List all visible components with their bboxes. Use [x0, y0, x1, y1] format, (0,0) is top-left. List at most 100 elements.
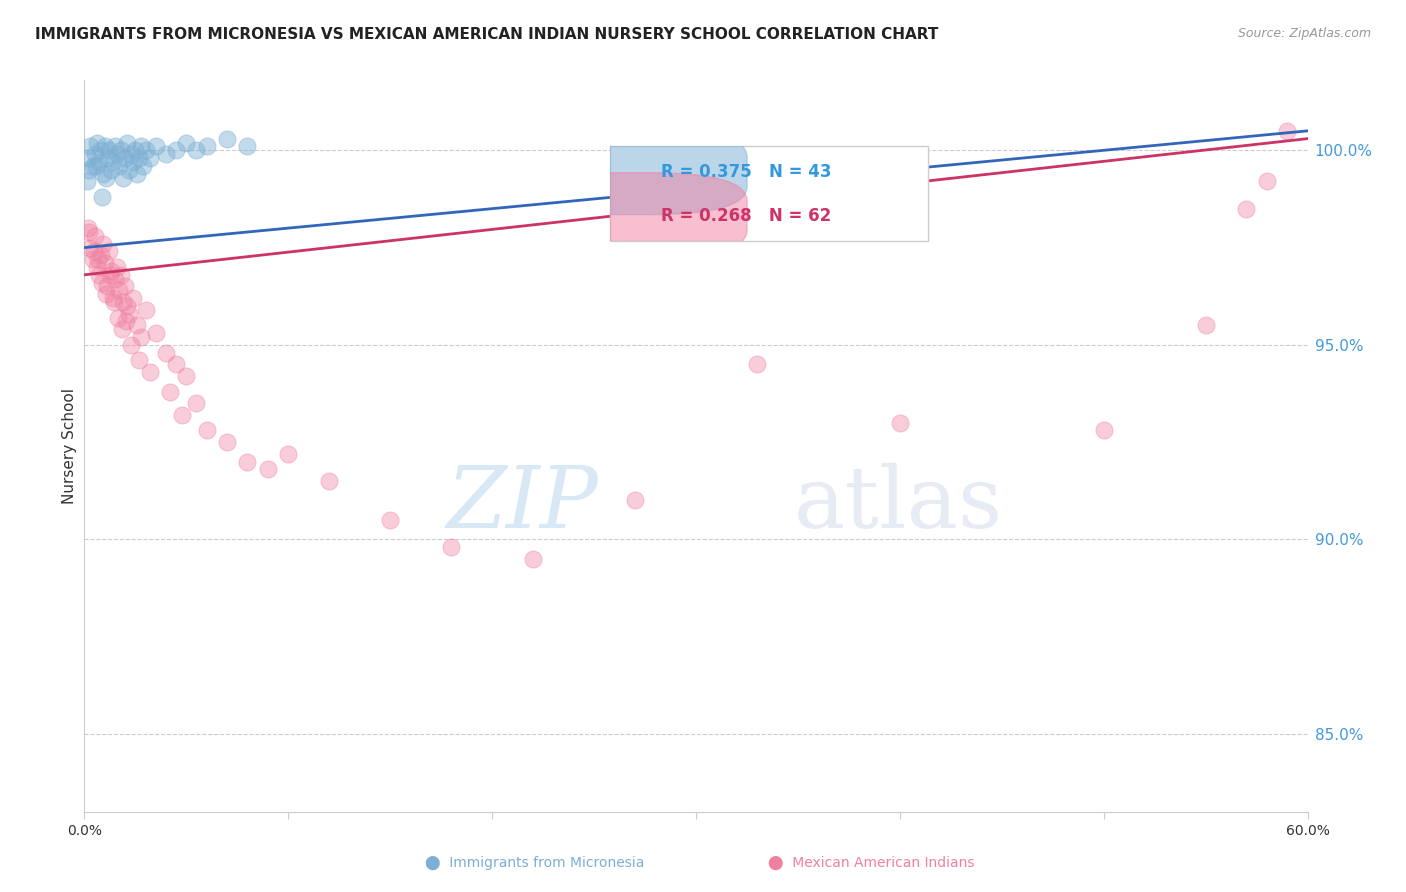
Point — [131, 330, 153, 344]
Point — [77, 151, 100, 165]
Point — [122, 291, 145, 305]
FancyBboxPatch shape — [610, 146, 928, 241]
Point — [104, 271, 127, 285]
Point — [145, 326, 167, 341]
Point — [82, 159, 104, 173]
Point — [101, 291, 124, 305]
Point — [120, 338, 142, 352]
Point — [135, 302, 157, 317]
Point — [138, 151, 160, 165]
Point — [165, 357, 187, 371]
Point — [135, 144, 157, 158]
Point — [111, 322, 134, 336]
Point — [236, 139, 259, 153]
Point — [440, 540, 463, 554]
Point — [112, 295, 135, 310]
Point — [155, 345, 177, 359]
Text: ⬤  Mexican American Indians: ⬤ Mexican American Indians — [769, 855, 974, 870]
Point — [128, 353, 150, 368]
Point — [79, 225, 101, 239]
Point — [90, 144, 112, 158]
Point — [217, 131, 239, 145]
Point — [124, 144, 146, 158]
FancyBboxPatch shape — [524, 129, 747, 215]
Point — [94, 287, 117, 301]
Point — [93, 139, 117, 153]
Point — [97, 144, 120, 158]
Point — [174, 136, 197, 150]
Point — [165, 144, 187, 158]
Point — [94, 170, 117, 185]
Point — [1277, 124, 1299, 138]
Point — [380, 513, 402, 527]
Point — [104, 139, 127, 153]
Point — [79, 241, 101, 255]
Point — [186, 144, 208, 158]
Point — [115, 314, 138, 328]
Text: ⬤  Immigrants from Micronesia: ⬤ Immigrants from Micronesia — [425, 855, 644, 870]
Point — [91, 167, 114, 181]
Y-axis label: Nursery School: Nursery School — [62, 388, 77, 504]
Point — [108, 284, 131, 298]
Point — [115, 136, 138, 150]
Point — [1256, 174, 1278, 188]
Point — [195, 424, 218, 438]
Point — [98, 268, 121, 282]
Point — [747, 357, 769, 371]
Point — [86, 136, 108, 150]
Point — [114, 151, 136, 165]
Point — [79, 162, 101, 177]
Point — [83, 228, 105, 243]
Point — [83, 147, 105, 161]
Point — [87, 268, 110, 282]
Point — [96, 279, 118, 293]
Point — [174, 368, 197, 383]
Point — [101, 155, 124, 169]
Point — [118, 162, 141, 177]
Point — [138, 365, 160, 379]
Point — [195, 139, 218, 153]
Point — [118, 307, 141, 321]
Point — [91, 236, 114, 251]
Point — [145, 139, 167, 153]
Point — [1236, 202, 1258, 216]
Point — [114, 279, 136, 293]
Text: atlas: atlas — [794, 463, 1002, 546]
Point — [155, 147, 177, 161]
Point — [128, 151, 150, 165]
Point — [100, 264, 122, 278]
Point — [1092, 424, 1115, 438]
Point — [110, 144, 132, 158]
Text: R = 0.375   N = 43: R = 0.375 N = 43 — [661, 162, 832, 181]
Point — [236, 454, 259, 468]
Point — [186, 396, 208, 410]
Point — [122, 155, 145, 169]
Point — [127, 318, 149, 333]
Point — [108, 159, 131, 173]
Point — [105, 147, 128, 161]
Point — [90, 190, 112, 204]
Point — [522, 551, 544, 566]
Point — [93, 256, 117, 270]
Point — [90, 248, 112, 262]
Point — [318, 474, 340, 488]
Point — [624, 493, 647, 508]
Point — [90, 276, 112, 290]
Point — [107, 310, 129, 325]
Point — [217, 435, 239, 450]
Point — [132, 159, 155, 173]
Point — [257, 462, 280, 476]
Point — [86, 260, 108, 274]
Point — [76, 174, 98, 188]
Point — [159, 384, 181, 399]
Point — [277, 447, 299, 461]
Point — [84, 159, 107, 173]
Point — [79, 139, 101, 153]
Point — [97, 244, 120, 259]
Point — [127, 167, 149, 181]
Point — [131, 139, 153, 153]
Point — [115, 299, 138, 313]
Point — [86, 252, 108, 267]
Point — [87, 155, 110, 169]
Point — [103, 295, 125, 310]
